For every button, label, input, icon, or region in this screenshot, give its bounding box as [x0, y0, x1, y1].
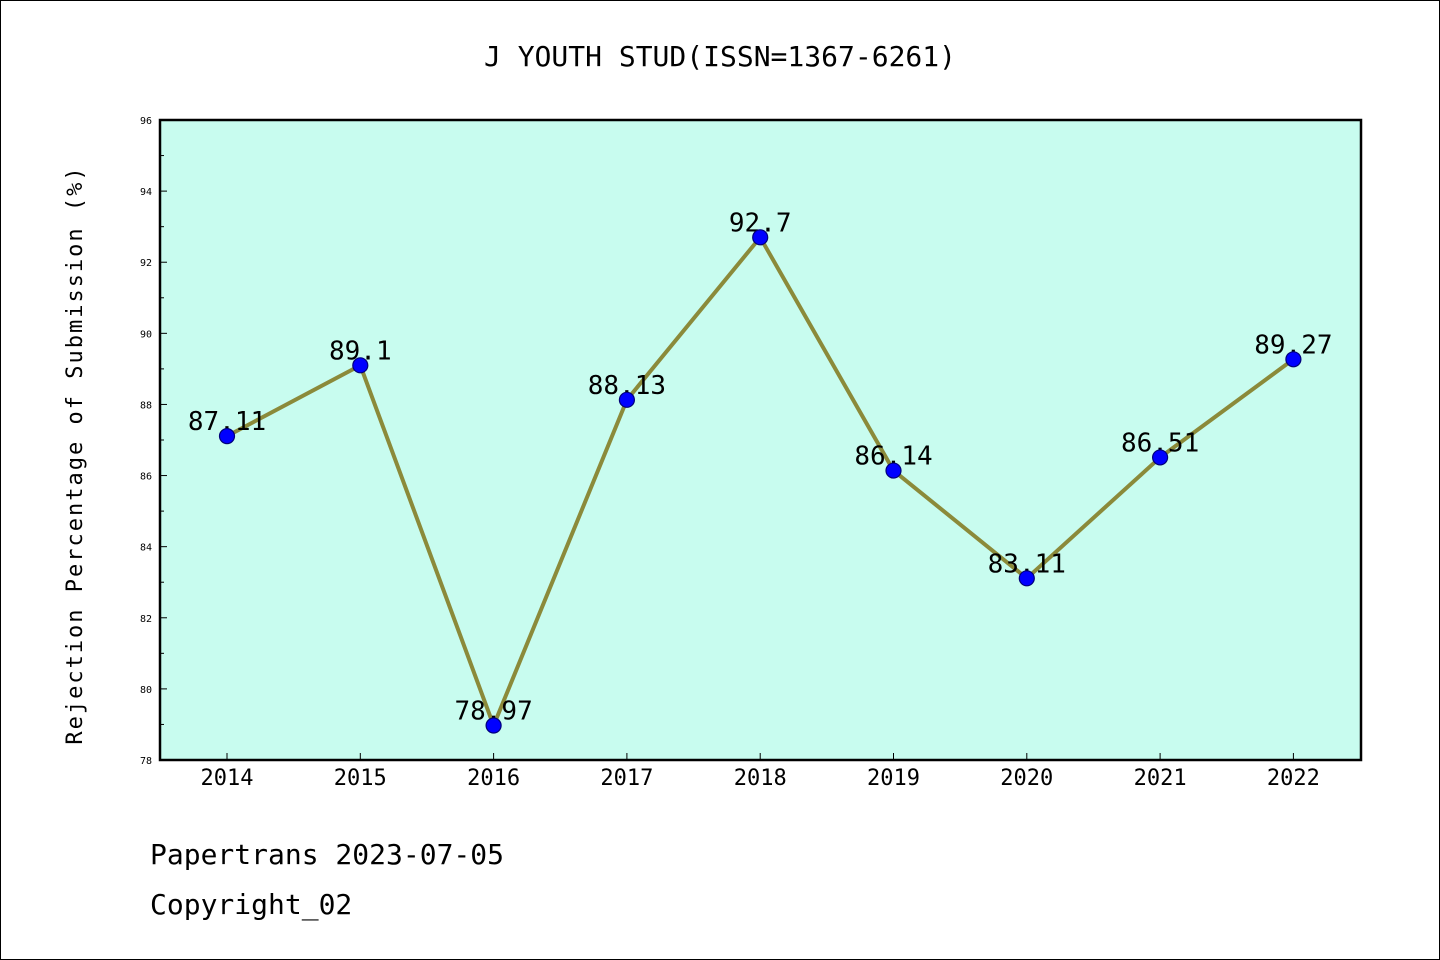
- footer-date: Papertrans 2023-07-05: [150, 838, 504, 871]
- data-point: [618, 391, 636, 408]
- data-point: [1285, 351, 1302, 368]
- y-tick-label: 88: [140, 400, 152, 411]
- data-point: [1018, 570, 1035, 587]
- footer-copyright: Copyright_02: [150, 888, 352, 922]
- x-tick-label: 2016: [467, 766, 520, 791]
- data-point: [352, 357, 369, 374]
- data-point: [1151, 449, 1169, 466]
- x-tick-label: 2014: [201, 766, 254, 791]
- x-tick-label: 2015: [334, 766, 387, 791]
- x-tick-label: 2018: [734, 766, 787, 791]
- plot-frame: [158, 118, 1363, 762]
- y-tick-label: 80: [140, 685, 152, 696]
- y-tick-label: 78: [140, 756, 152, 767]
- data-point: [218, 427, 236, 445]
- y-tick-label: 90: [140, 329, 152, 340]
- x-tick-label: 2020: [1000, 766, 1053, 791]
- chart-title: J YOUTH STUD(ISSN=1367-6261): [484, 40, 956, 73]
- data-markers: [218, 229, 1302, 734]
- data-point: [485, 717, 502, 734]
- y-tick-label: 82: [140, 614, 152, 625]
- y-tick-label: 94: [140, 187, 152, 198]
- y-tick-label: 96: [140, 116, 152, 127]
- data-point: [885, 462, 902, 479]
- data-point: [752, 229, 769, 246]
- x-tick-label: 2021: [1134, 766, 1187, 791]
- y-tick-label: 84: [140, 543, 152, 554]
- x-tick-label: 2022: [1267, 766, 1320, 791]
- plot-area: [160, 120, 1361, 760]
- y-tick-label: 92: [140, 258, 152, 269]
- y-axis-label: Rejection Percentage of Submission (%): [63, 165, 88, 744]
- x-axis: 2014 2015 2016 2017 2018 2019 2020 2021 2022: [201, 753, 1320, 791]
- x-tick-label: 2019: [867, 766, 920, 791]
- x-tick-label: 2017: [600, 766, 653, 791]
- y-tick-label: 86: [140, 472, 152, 483]
